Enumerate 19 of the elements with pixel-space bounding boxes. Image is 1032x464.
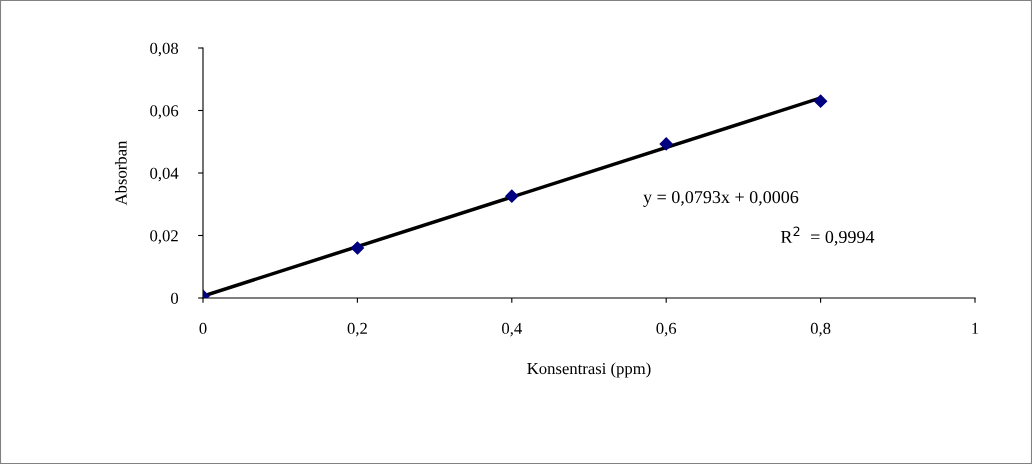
point [659, 137, 673, 151]
x-axis-title: Konsentrasi (ppm) [527, 362, 651, 378]
y-tick-label: 0,02 [150, 230, 178, 244]
x-tick-label: 0 [199, 322, 207, 335]
annotation: y = 0,0793x + 0,0006 [643, 190, 799, 207]
x-tick-label: 0,6 [656, 322, 677, 337]
annotation: R$^{2}$ = 0,9994 [780, 226, 875, 246]
y-axis-title: Absorban [114, 140, 127, 206]
y-tick-label: 0,08 [150, 42, 179, 57]
point [505, 189, 519, 203]
point [814, 94, 828, 108]
x-tick-label: 0,2 [347, 322, 367, 337]
x-tick-label: 0,8 [810, 322, 831, 337]
point [350, 241, 364, 255]
x-tick-label: 0,4 [502, 322, 522, 337]
x-tick-label: 1 [972, 322, 979, 334]
y-tick-label: 0,06 [150, 105, 179, 119]
y-tick-label: 0,04 [150, 167, 179, 182]
y-tick-label: 0 [171, 292, 179, 304]
